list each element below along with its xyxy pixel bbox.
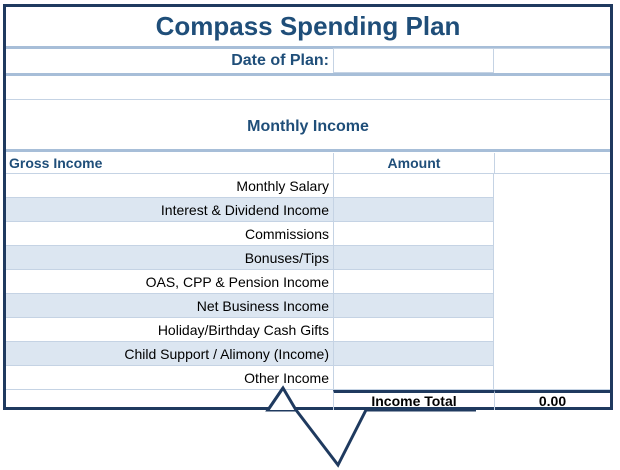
spacer-divider [6, 99, 610, 100]
table-row: Interest & Dividend Income [6, 198, 610, 222]
column-header-amount: Amount [333, 153, 494, 173]
table-row: Net Business Income [6, 294, 610, 318]
amount-cell[interactable] [333, 294, 494, 318]
income-total-label: Income Total [333, 390, 494, 410]
extra-column [494, 174, 610, 390]
row-label: Holiday/Birthday Cash Gifts [6, 318, 333, 342]
date-of-plan-label: Date of Plan: [231, 52, 329, 69]
date-divider [6, 73, 610, 76]
amount-cell[interactable] [333, 246, 494, 270]
table-row: Commissions [6, 222, 610, 246]
table-row: Child Support / Alimony (Income) [6, 342, 610, 366]
income-total-row: Income Total 0.00 [6, 390, 610, 410]
amount-cell[interactable] [333, 270, 494, 294]
amount-cell[interactable] [333, 342, 494, 366]
amount-cell[interactable] [333, 198, 494, 222]
title-divider [6, 46, 610, 49]
row-label: Child Support / Alimony (Income) [6, 342, 333, 366]
row-label: Bonuses/Tips [6, 246, 333, 270]
income-total-value: 0.00 [494, 390, 610, 410]
sheet-title: Compass Spending Plan [155, 11, 461, 41]
amount-cell[interactable] [333, 366, 494, 390]
table-row: OAS, CPP & Pension Income [6, 270, 610, 294]
amount-cell[interactable] [333, 318, 494, 342]
table-row: Monthly Salary [6, 174, 610, 198]
spending-plan-sheet: Compass Spending Plan Date of Plan: Mont… [3, 4, 613, 410]
table-row: Bonuses/Tips [6, 246, 610, 270]
amount-cell[interactable] [333, 174, 494, 198]
section-divider [6, 149, 610, 152]
row-label: Interest & Dividend Income [6, 198, 333, 222]
table-row: Holiday/Birthday Cash Gifts [6, 318, 610, 342]
total-blank-cell [6, 390, 333, 410]
amount-cell[interactable] [333, 222, 494, 246]
row-label: Monthly Salary [6, 174, 333, 198]
row-label: Net Business Income [6, 294, 333, 318]
row-label: OAS, CPP & Pension Income [6, 270, 333, 294]
column-header-extra [494, 153, 610, 173]
row-label: Other Income [6, 366, 333, 390]
date-extra-cell [494, 48, 610, 73]
date-of-plan-field[interactable] [333, 48, 494, 73]
column-header-gross-income: Gross Income [9, 155, 103, 171]
header-divider [6, 173, 610, 174]
table-row: Other Income [6, 366, 610, 390]
income-rows: Monthly Salary Interest & Dividend Incom… [6, 174, 610, 390]
row-label: Commissions [6, 222, 333, 246]
section-title-monthly-income: Monthly Income [247, 118, 369, 135]
